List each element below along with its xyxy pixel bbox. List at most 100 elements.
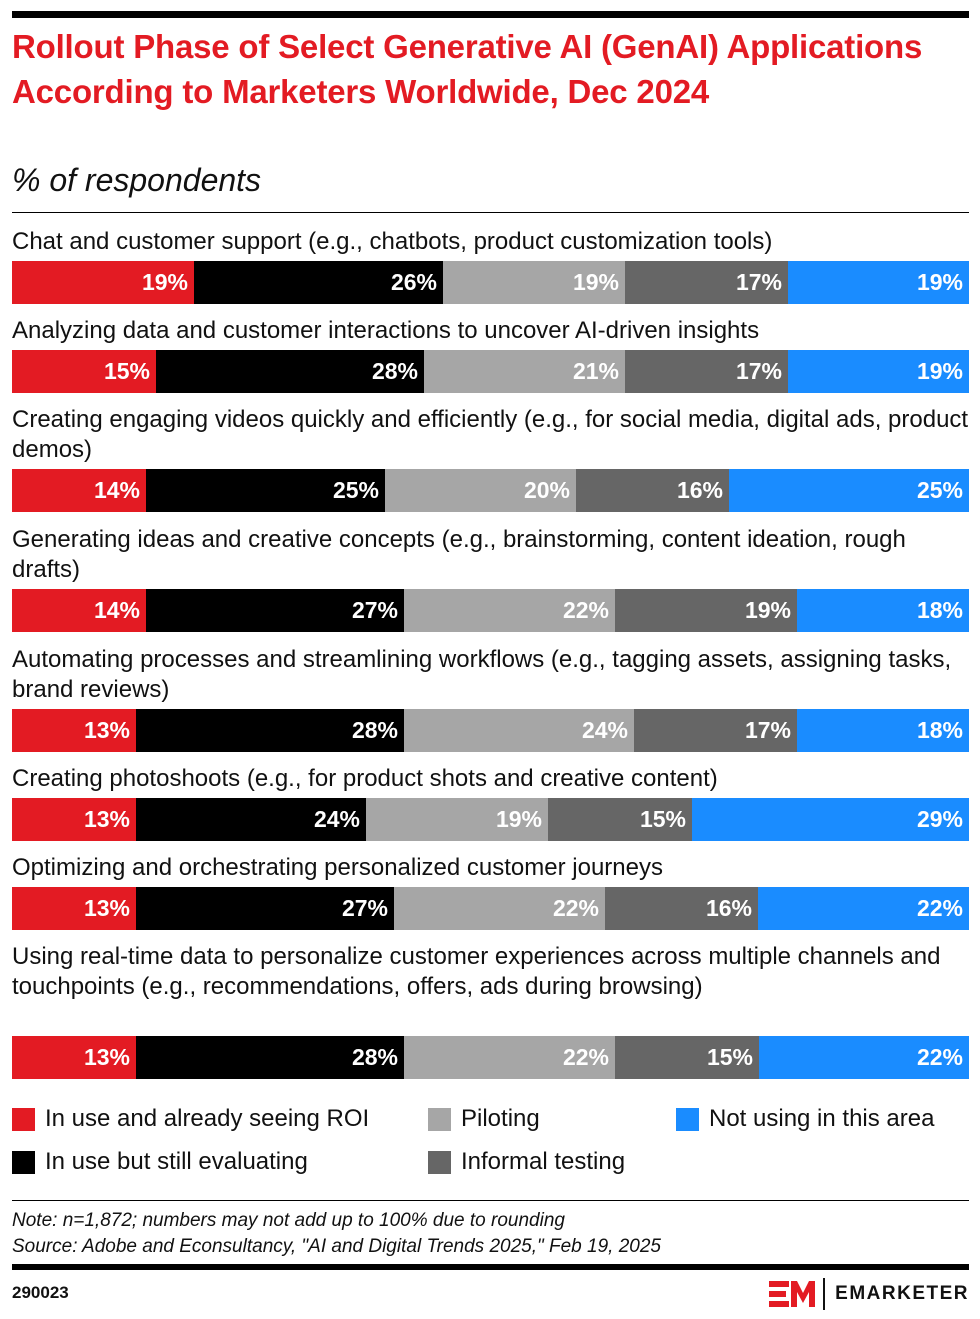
stacked-bar: 13% 24% 19% 15% 29% bbox=[12, 798, 969, 841]
data-label: 18% bbox=[916, 717, 963, 743]
data-label: 19% bbox=[495, 806, 542, 832]
bar-segment: 19% bbox=[788, 261, 969, 304]
legend-item: In use and already seeing ROI bbox=[12, 1105, 369, 1133]
data-label: 13% bbox=[83, 806, 130, 832]
bar-segment: 13% bbox=[12, 887, 136, 930]
bar-segment: 19% bbox=[443, 261, 625, 304]
chart-id: 290023 bbox=[12, 1283, 69, 1302]
chart-title: Rollout Phase of Select Generative AI (G… bbox=[12, 28, 923, 110]
bar-segment: 28% bbox=[136, 709, 404, 752]
em-logo-icon bbox=[769, 1281, 816, 1307]
bar-segment: 22% bbox=[404, 589, 615, 632]
brand-name: EMARKETER bbox=[835, 1283, 969, 1304]
header-divider bbox=[12, 212, 969, 213]
bar-segment: 18% bbox=[797, 709, 969, 752]
bar-segment: 20% bbox=[385, 469, 576, 512]
bar-segment: 18% bbox=[797, 589, 969, 632]
bar-segment: 27% bbox=[146, 589, 404, 632]
brand-logo: EMARKETER bbox=[769, 1278, 969, 1310]
data-label: 28% bbox=[371, 358, 418, 384]
legend-label: In use but still evaluating bbox=[45, 1148, 308, 1175]
category-label: Automating processes and streamlining wo… bbox=[12, 646, 952, 703]
bar-segment: 26% bbox=[194, 261, 443, 304]
data-label: 17% bbox=[744, 717, 791, 743]
data-label: 18% bbox=[916, 597, 963, 623]
stacked-bar: 14% 25% 20% 16% 25% bbox=[12, 469, 969, 512]
legend-item: In use but still evaluating bbox=[12, 1148, 308, 1176]
data-label: 16% bbox=[676, 477, 723, 503]
bar-segment: 16% bbox=[576, 469, 729, 512]
top-rule bbox=[12, 11, 969, 18]
stacked-bar: 19% 26% 19% 17% 19% bbox=[12, 261, 969, 304]
legend-swatch bbox=[12, 1150, 35, 1174]
bar-segment: 17% bbox=[625, 350, 788, 393]
data-label: 20% bbox=[523, 477, 570, 503]
data-label: 28% bbox=[351, 1044, 398, 1070]
bar-segment: 14% bbox=[12, 589, 146, 632]
bar-segment: 14% bbox=[12, 469, 146, 512]
legend-label: In use and already seeing ROI bbox=[45, 1105, 370, 1132]
data-label: 25% bbox=[916, 477, 963, 503]
source-text: Source: Adobe and Econsultancy, "AI and … bbox=[12, 1236, 661, 1257]
legend-swatch bbox=[428, 1107, 451, 1131]
data-label: 21% bbox=[572, 358, 619, 384]
bar-segment: 22% bbox=[758, 887, 969, 930]
stacked-bar: 13% 28% 24% 17% 18% bbox=[12, 709, 969, 752]
data-label: 16% bbox=[705, 895, 752, 921]
data-label: 22% bbox=[552, 895, 599, 921]
bar-segment: 19% bbox=[615, 589, 797, 632]
data-label: 19% bbox=[744, 597, 791, 623]
bar-segment: 28% bbox=[136, 1036, 404, 1079]
legend-item: Piloting bbox=[428, 1105, 540, 1133]
stacked-bar: 13% 27% 22% 16% 22% bbox=[12, 887, 969, 930]
data-label: 27% bbox=[351, 597, 398, 623]
category-label: Creating engaging videos quickly and eff… bbox=[12, 406, 969, 463]
legend-swatch bbox=[676, 1107, 699, 1131]
data-label: 17% bbox=[735, 269, 782, 295]
category-label: Analyzing data and customer interactions… bbox=[12, 317, 760, 344]
data-label: 22% bbox=[916, 1044, 963, 1070]
data-label: 15% bbox=[639, 806, 686, 832]
bar-segment: 13% bbox=[12, 709, 136, 752]
bar-segment: 24% bbox=[136, 798, 366, 841]
bar-segment: 27% bbox=[136, 887, 394, 930]
data-label: 25% bbox=[332, 477, 379, 503]
data-label: 29% bbox=[916, 806, 963, 832]
bar-segment: 15% bbox=[615, 1036, 759, 1079]
legend-label: Piloting bbox=[461, 1105, 540, 1132]
legend-swatch bbox=[12, 1107, 35, 1131]
data-label: 26% bbox=[390, 269, 437, 295]
bar-segment: 13% bbox=[12, 798, 136, 841]
chart-subtitle: % of respondents bbox=[12, 162, 262, 198]
bottom-rule bbox=[12, 1264, 969, 1270]
legend-label: Informal testing bbox=[461, 1148, 626, 1175]
bar-segment: 17% bbox=[634, 709, 797, 752]
bar-segment: 25% bbox=[146, 469, 385, 512]
data-label: 13% bbox=[83, 895, 130, 921]
data-label: 19% bbox=[916, 269, 963, 295]
bar-segment: 21% bbox=[424, 350, 625, 393]
category-label: Optimizing and orchestrating personalize… bbox=[12, 854, 663, 881]
bar-segment: 17% bbox=[625, 261, 788, 304]
bar-segment: 15% bbox=[548, 798, 692, 841]
bar-segment: 22% bbox=[759, 1036, 969, 1079]
bar-segment: 28% bbox=[156, 350, 424, 393]
data-label: 22% bbox=[562, 1044, 609, 1070]
data-label: 19% bbox=[141, 269, 188, 295]
data-label: 19% bbox=[916, 358, 963, 384]
data-label: 27% bbox=[341, 895, 388, 921]
footnote: Note: n=1,872; numbers may not add up to… bbox=[12, 1208, 661, 1260]
bar-segment: 29% bbox=[692, 798, 969, 841]
stacked-bar: 14% 27% 22% 19% 18% bbox=[12, 589, 969, 632]
category-label: Chat and customer support (e.g., chatbot… bbox=[12, 228, 773, 255]
data-label: 14% bbox=[93, 597, 140, 623]
note-text: Note: n=1,872; numbers may not add up to… bbox=[12, 1210, 565, 1231]
stacked-bar: 15% 28% 21% 17% 19% bbox=[12, 350, 969, 393]
stacked-bar: 13% 28% 22% 15% 22% bbox=[12, 1036, 969, 1079]
legend-swatch bbox=[428, 1150, 451, 1174]
bar-segment: 15% bbox=[12, 350, 156, 393]
data-label: 17% bbox=[735, 358, 782, 384]
data-label: 24% bbox=[581, 717, 628, 743]
bar-segment: 13% bbox=[12, 1036, 136, 1079]
bar-segment: 16% bbox=[605, 887, 758, 930]
